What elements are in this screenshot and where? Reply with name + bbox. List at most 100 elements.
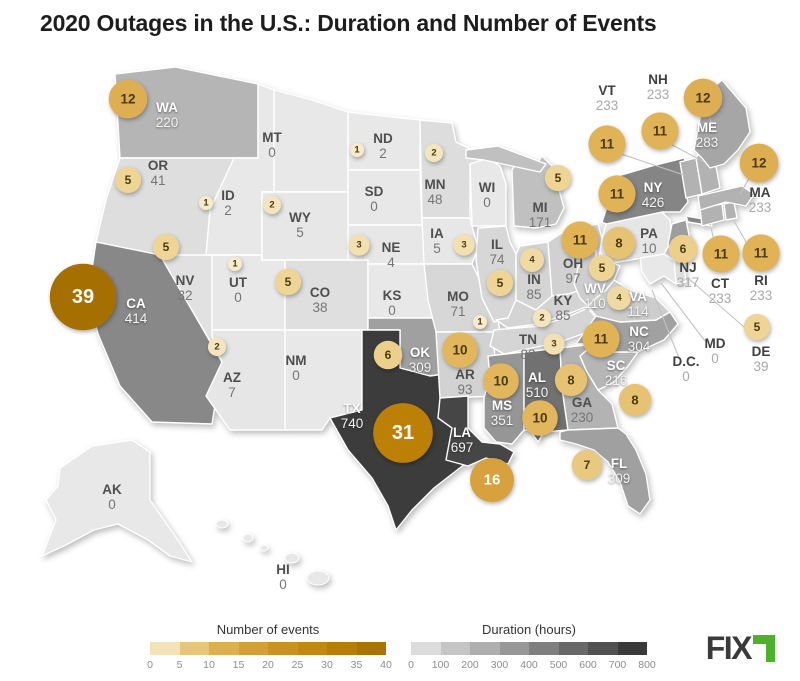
state-duration-GA: 230 bbox=[571, 410, 594, 425]
events-bubble-FL bbox=[571, 449, 603, 481]
events-bubble-value-UT: 1 bbox=[232, 259, 238, 270]
events-bubble-OK bbox=[373, 340, 403, 370]
state-abbr-IA: IA bbox=[430, 226, 444, 241]
state-HI-island-1 bbox=[242, 533, 254, 543]
state-abbr-SD: SD bbox=[365, 184, 384, 199]
legend-duration-segment-1 bbox=[440, 642, 470, 655]
state-duration-ND: 2 bbox=[379, 146, 387, 161]
legend-duration-tick-5: 500 bbox=[549, 659, 568, 671]
events-bubble-value-WV: 5 bbox=[599, 261, 606, 275]
state-MA bbox=[697, 185, 755, 211]
legend-events-segment-4 bbox=[268, 642, 298, 655]
state-abbr-WA: WA bbox=[156, 100, 178, 115]
events-bubble-value-CO: 5 bbox=[285, 275, 292, 289]
duration-legend-ticks: 0 100 200 300 400 500 600 700 800 bbox=[408, 659, 656, 672]
state-abbr-VA: VA bbox=[629, 289, 647, 304]
state-duration-AR: 93 bbox=[457, 382, 472, 397]
state-abbr-RI: RI bbox=[754, 273, 768, 288]
state-duration-MI: 171 bbox=[529, 215, 552, 230]
state-abbr-MS: MS bbox=[492, 398, 512, 413]
events-bubble-WV bbox=[588, 254, 616, 282]
state-duration-CT: 233 bbox=[709, 291, 732, 306]
legend-events-segment-6 bbox=[327, 642, 357, 655]
state-duration-NE: 4 bbox=[387, 255, 395, 270]
state-abbr-ME: ME bbox=[697, 120, 717, 135]
state-duration-ID: 2 bbox=[224, 203, 232, 218]
legend-duration-segment-3 bbox=[499, 642, 529, 655]
legend-duration-tick-3: 300 bbox=[490, 659, 509, 671]
state-abbr-WV: WV bbox=[584, 281, 606, 296]
events-bubble-value-MN: 2 bbox=[431, 148, 436, 159]
events-legend-bar bbox=[150, 642, 386, 655]
events-bubble-IA bbox=[453, 234, 475, 256]
events-bubble-value-AZ: 2 bbox=[214, 342, 219, 353]
events-bubble-value-PA: 8 bbox=[615, 236, 622, 251]
state-LA bbox=[437, 395, 515, 467]
state-duration-AK: 0 bbox=[108, 497, 116, 512]
events-bubble-value-MI: 5 bbox=[555, 171, 562, 185]
events-bubble-value-ME: 12 bbox=[695, 91, 710, 106]
events-bubble-value-TN: 3 bbox=[551, 339, 556, 350]
legend-duration-tick-2: 200 bbox=[461, 659, 479, 671]
state-abbr-VT: VT bbox=[598, 83, 616, 98]
events-bubble-value-SC: 8 bbox=[631, 393, 638, 408]
legend-duration-tick-7: 700 bbox=[608, 659, 627, 671]
events-bubble-WA bbox=[108, 79, 148, 119]
events-bubble-value-LA: 16 bbox=[484, 472, 501, 489]
state-abbr-LA: LA bbox=[453, 425, 471, 440]
events-bubble-value-AR: 10 bbox=[452, 343, 467, 358]
events-bubble-RI bbox=[742, 234, 780, 272]
state-HI-island-4 bbox=[306, 570, 330, 586]
state-duration-OH: 97 bbox=[565, 271, 580, 286]
events-bubble-OH bbox=[561, 221, 599, 259]
events-bubble-value-NC: 11 bbox=[594, 332, 609, 347]
event-bubbles-layer bbox=[49, 78, 780, 502]
events-bubble-value-AL: 10 bbox=[532, 411, 547, 426]
events-bubble-WY bbox=[262, 195, 282, 215]
state-abbr-MA: MA bbox=[750, 185, 771, 200]
events-bubble-value-OH: 11 bbox=[573, 233, 588, 248]
events-bubble-DE bbox=[743, 313, 771, 341]
fixr-logo-mark-icon bbox=[753, 635, 775, 662]
state-duration-ME: 283 bbox=[696, 135, 719, 150]
state-duration-AL: 510 bbox=[526, 385, 549, 400]
state-abbr-KS: KS bbox=[383, 288, 402, 303]
state-abbr-AK: AK bbox=[102, 482, 122, 497]
legend-events-tick-2: 10 bbox=[203, 659, 215, 671]
events-bubble-value-OK: 6 bbox=[385, 348, 392, 362]
state-abbr-ID: ID bbox=[221, 188, 235, 203]
state-abbr-TX: TX bbox=[343, 401, 360, 416]
events-bubble-KY bbox=[532, 308, 552, 328]
events-bubble-ND bbox=[350, 143, 364, 157]
state-duration-MS: 351 bbox=[491, 413, 514, 428]
state-duration-MO: 71 bbox=[450, 304, 465, 319]
state-duration-UT: 0 bbox=[234, 290, 242, 305]
events-bubble-VT bbox=[588, 125, 626, 163]
state-abbr-OH: OH bbox=[563, 256, 583, 271]
events-bubble-IL bbox=[486, 269, 514, 297]
events-bubble-NC bbox=[582, 320, 620, 358]
events-legend-ticks: 0 5 10 15 20 25 30 35 40 bbox=[147, 659, 392, 672]
state-duration-NV: 32 bbox=[177, 288, 192, 303]
events-bubble-value-WY: 2 bbox=[269, 200, 274, 211]
state-duration-WA: 220 bbox=[156, 115, 179, 130]
events-bubble-value-ID: 1 bbox=[203, 198, 209, 209]
legend-events-tick-7: 35 bbox=[350, 659, 363, 671]
state-abbr-HI: HI bbox=[276, 562, 290, 577]
state-duration-WV: 110 bbox=[584, 296, 606, 311]
events-bubble-value-NE: 3 bbox=[356, 240, 361, 251]
legend-duration-tick-4: 400 bbox=[520, 659, 538, 671]
state-abbr-CO: CO bbox=[310, 285, 330, 300]
state-abbr-DC: D.C. bbox=[673, 354, 700, 369]
duration-legend-bar bbox=[411, 642, 647, 655]
state-duration-NH: 233 bbox=[647, 87, 670, 102]
events-bubble-MA bbox=[739, 143, 779, 183]
events-bubble-AL bbox=[522, 400, 558, 436]
legend-duration-segment-6 bbox=[588, 642, 618, 655]
legend-events-tick-0: 0 bbox=[147, 659, 153, 671]
state-duration-TN: 82 bbox=[520, 347, 535, 362]
state-abbr-TN: TN bbox=[519, 332, 537, 347]
events-bubble-NE bbox=[348, 234, 370, 256]
events-bubble-value-NJ: 6 bbox=[680, 242, 687, 256]
legend-events-tick-5: 25 bbox=[291, 659, 304, 671]
